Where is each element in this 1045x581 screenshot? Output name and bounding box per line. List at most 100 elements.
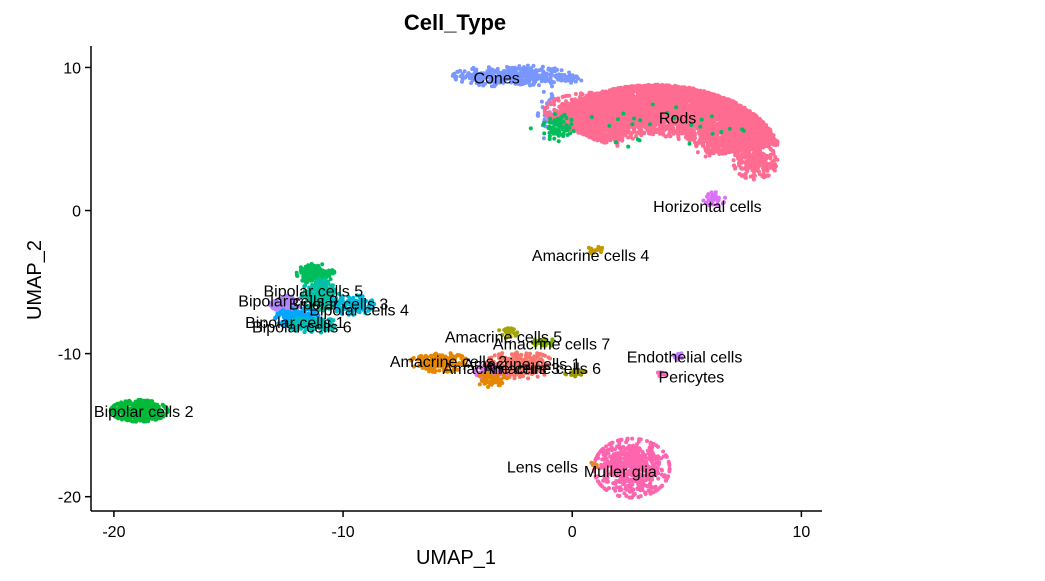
data-point [533,74,538,78]
data-point [579,78,584,83]
data-point [534,68,539,73]
data-point [542,71,547,75]
data-point [663,134,668,139]
data-point [518,71,523,76]
data-point [679,131,684,136]
data-point [634,130,639,135]
data-point [486,75,491,80]
data-point [497,80,502,85]
data-point [466,71,471,76]
data-point [623,133,628,138]
data-point [505,65,509,69]
data-point [503,77,508,81]
data-point [725,122,730,127]
data-point [668,134,673,139]
data-point [450,73,455,78]
data-point [703,154,708,159]
data-point [537,68,542,73]
data-point [495,66,500,71]
data-point [576,76,580,81]
data-point [546,66,551,71]
data-point [565,75,570,80]
data-point [528,71,533,76]
data-point [470,67,475,71]
data-point [490,74,495,79]
data-point [648,111,653,115]
data-point [469,81,474,85]
data-point [531,63,536,68]
data-point [628,132,633,137]
data-point [519,76,524,81]
data-point [562,73,567,77]
data-point [549,92,554,97]
data-point [638,125,643,130]
data-point [473,77,478,82]
data-point [597,130,602,135]
data-point [460,79,464,84]
data-point [569,74,574,79]
data-point [453,76,458,81]
data-point [731,148,735,153]
data-point [549,69,554,74]
data-point [513,78,518,83]
data-point [634,134,638,139]
data-point [702,135,707,140]
data-point [474,81,479,85]
data-point [522,81,527,86]
data-point [548,77,553,82]
chart-title: Cell_Type [404,10,506,35]
data-point [508,71,513,76]
data-point [498,74,503,79]
data-point [474,73,478,78]
data-point [552,73,557,78]
data-point [567,70,572,75]
data-point [492,68,497,73]
data-point [501,70,506,75]
data-point [528,83,532,88]
data-point [510,65,515,70]
data-point [515,75,520,80]
data-point [541,136,546,141]
data-point [709,122,713,127]
data-point [501,80,506,85]
data-point [537,83,541,88]
data-point [539,99,544,104]
data-point [510,78,515,83]
data-point [552,66,557,71]
data-point [522,65,526,70]
data-point [542,77,547,81]
data-point [481,83,486,88]
data-point [486,69,490,74]
data-point [550,84,554,89]
points-layer [108,63,780,500]
data-point [764,142,769,147]
data-point [462,69,467,74]
data-point [461,75,466,80]
data-point [529,66,533,71]
data-point [541,89,546,94]
data-point [563,78,568,83]
data-point [659,130,664,135]
data-point [492,84,497,89]
data-point [556,74,561,79]
data-point [695,150,700,155]
data-point [639,133,644,138]
data-point [517,64,522,69]
data-point [458,68,463,73]
data-point [504,73,509,78]
data-point [568,77,573,82]
data-point [512,72,516,77]
data-point [548,73,553,78]
data-point [505,68,510,73]
data-point [540,64,545,69]
data-point [513,81,518,86]
data-point [536,111,541,116]
data-point [532,80,537,85]
data-point [525,67,530,72]
data-point [683,135,688,140]
data-point [559,68,564,73]
data-point [492,77,497,82]
data-point [525,63,530,68]
data-point [486,65,491,70]
